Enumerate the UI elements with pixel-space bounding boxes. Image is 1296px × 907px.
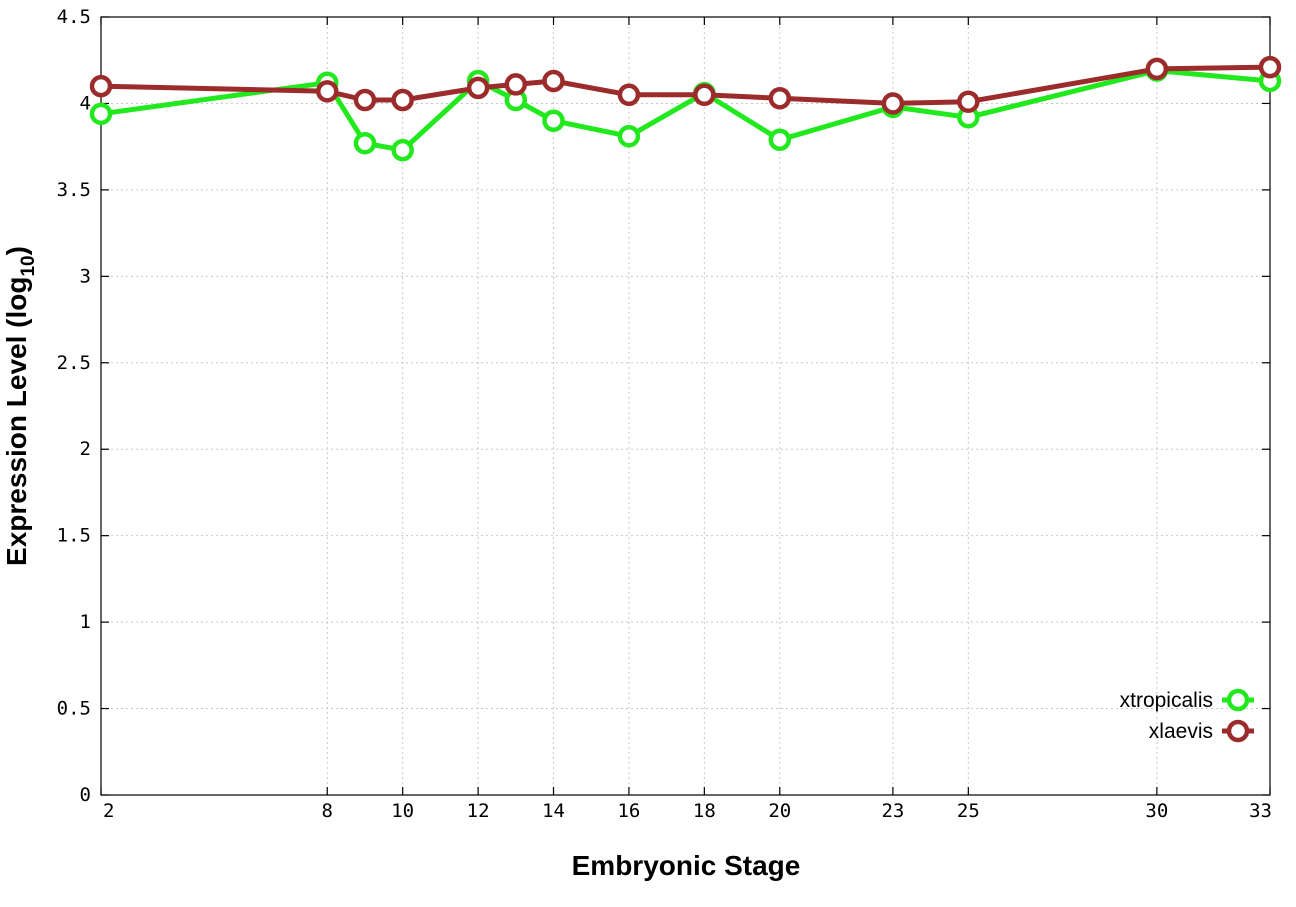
x-tick-label: 14 xyxy=(542,800,565,822)
data-point-xlaevis xyxy=(504,73,528,96)
x-axis-title: Embryonic Stage xyxy=(572,850,801,881)
y-tick-label: 4 xyxy=(80,92,91,114)
y-tick-label: 2 xyxy=(80,438,91,460)
data-point-xtropicalis xyxy=(353,131,377,155)
x-tick-label: 12 xyxy=(467,800,490,822)
legend-label-xtropicalis: xtropicalis xyxy=(1120,689,1213,712)
data-point-xtropicalis xyxy=(542,109,565,132)
y-tick-label: 1 xyxy=(80,611,91,633)
data-point-xtropicalis xyxy=(617,125,641,148)
x-tick-label: 18 xyxy=(693,800,716,822)
y-axis-title-main: Expression Level (log xyxy=(1,277,32,566)
data-point-xlaevis xyxy=(881,92,905,115)
data-point-xlaevis xyxy=(466,76,490,100)
x-tick-label: 16 xyxy=(617,800,640,822)
y-axis-title: Expression Level (log10) xyxy=(1,246,39,566)
y-tick-label: 0.5 xyxy=(57,698,91,720)
x-tick-label: 30 xyxy=(1145,800,1168,822)
data-point-xlaevis xyxy=(391,88,414,112)
x-tick-label: 25 xyxy=(957,800,980,822)
data-point-xlaevis xyxy=(542,69,565,93)
series-xlaevis xyxy=(89,55,1282,115)
data-point-xtropicalis xyxy=(89,102,113,126)
data-point-xlaevis xyxy=(617,83,641,107)
axis-ticks: 0 0.5 1 1.5 2 2.5 3 3.5 4 4.5 2 8 10 12 14 16 18 20 23 25 30… xyxy=(57,6,1272,822)
y-axis-title-close: ) xyxy=(1,246,32,255)
data-point-xlaevis xyxy=(1145,57,1169,81)
y-tick-label: 3 xyxy=(80,265,91,287)
legend-swatch-marker-xtropicalis xyxy=(1226,688,1250,712)
plot-frame xyxy=(100,16,1271,796)
series-line-xtropicalis xyxy=(100,68,1271,153)
legend: xtropicalis xlaevis xyxy=(1120,688,1254,743)
grid-lines xyxy=(101,17,1270,795)
data-point-xlaevis xyxy=(957,90,980,113)
x-tick-label: 33 xyxy=(1249,800,1272,822)
y-tick-label: 1.5 xyxy=(57,525,91,547)
data-point-xlaevis xyxy=(768,87,792,110)
data-point-xlaevis xyxy=(353,88,377,112)
y-tick-label: 2.5 xyxy=(57,352,91,374)
x-tick-label: 23 xyxy=(881,800,904,822)
data-point-xlaevis xyxy=(316,80,339,103)
legend-label-xlaevis: xlaevis xyxy=(1149,720,1213,743)
y-axis-title-subscript: 10 xyxy=(18,255,39,276)
x-tick-label: 20 xyxy=(768,800,791,822)
x-tick-label: 2 xyxy=(103,800,114,822)
legend-swatch-marker-xlaevis xyxy=(1226,719,1250,743)
data-point-xtropicalis xyxy=(391,138,414,162)
x-tick-label: 10 xyxy=(391,800,414,822)
series-layer xyxy=(89,55,1282,162)
y-tick-label: 3.5 xyxy=(57,179,91,201)
x-tick-label: 8 xyxy=(322,800,333,822)
data-point-xlaevis xyxy=(693,83,716,107)
data-point-xtropicalis xyxy=(768,128,792,152)
y-tick-label: 4.5 xyxy=(57,6,91,28)
data-point-xlaevis xyxy=(1258,55,1282,79)
data-point-xlaevis xyxy=(89,74,113,98)
y-tick-label: 0 xyxy=(80,784,91,806)
